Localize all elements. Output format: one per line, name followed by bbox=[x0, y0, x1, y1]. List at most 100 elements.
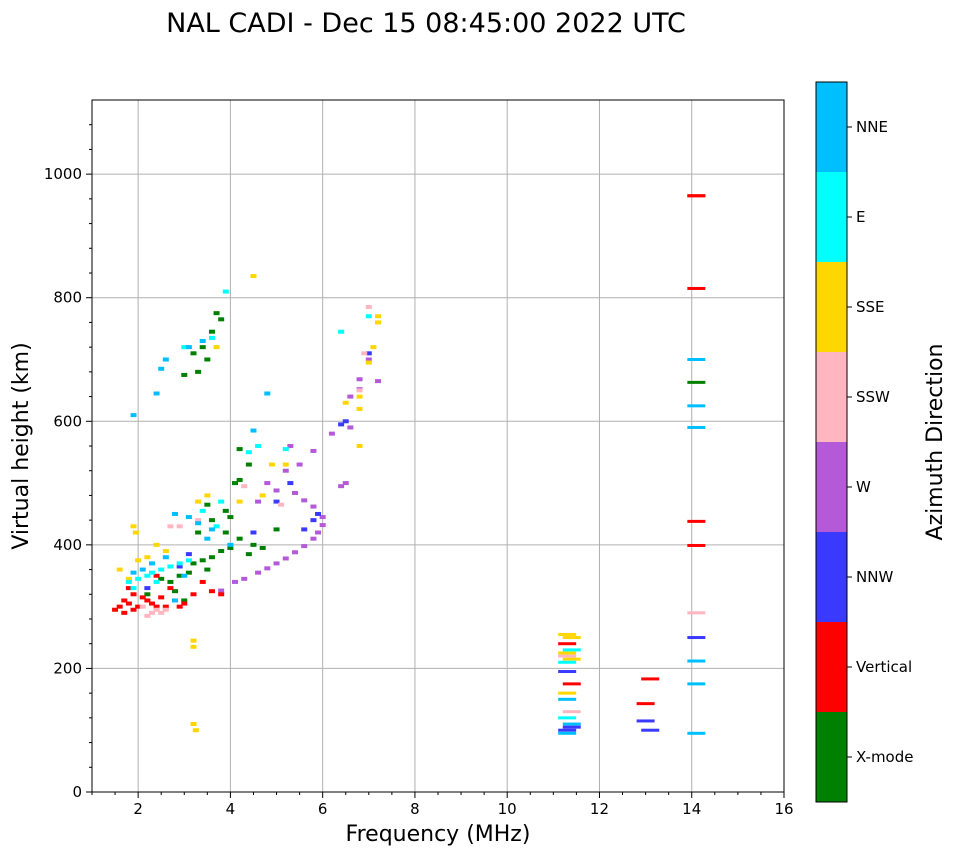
data-point bbox=[153, 607, 160, 612]
data-point bbox=[278, 502, 285, 507]
colorbar-tick-label: SSE bbox=[856, 298, 885, 316]
data-point bbox=[236, 499, 243, 504]
data-point bbox=[273, 561, 280, 566]
data-point bbox=[144, 555, 151, 560]
data-point bbox=[167, 524, 174, 529]
data-point bbox=[562, 657, 581, 661]
data-point bbox=[116, 567, 123, 572]
data-point bbox=[148, 601, 155, 606]
data-point bbox=[199, 508, 206, 513]
data-point bbox=[250, 274, 257, 279]
data-point bbox=[264, 391, 271, 396]
data-point bbox=[162, 555, 169, 560]
data-point bbox=[241, 576, 248, 581]
x-tick-label: 6 bbox=[318, 800, 328, 818]
x-tick-label: 4 bbox=[226, 800, 236, 818]
data-point bbox=[167, 579, 174, 584]
grid-lines bbox=[92, 100, 785, 792]
data-point bbox=[315, 530, 322, 535]
data-point bbox=[153, 573, 160, 578]
data-point bbox=[148, 561, 155, 566]
data-point bbox=[204, 502, 211, 507]
data-point bbox=[365, 304, 372, 309]
x-tick-label: 16 bbox=[774, 800, 793, 818]
colorbar-swatch bbox=[816, 532, 847, 622]
data-point bbox=[232, 579, 239, 584]
data-point bbox=[218, 592, 225, 597]
data-point bbox=[195, 499, 202, 504]
data-point bbox=[139, 567, 146, 572]
data-point bbox=[236, 536, 243, 541]
data-point bbox=[338, 484, 345, 489]
data-point bbox=[687, 358, 706, 361]
data-point bbox=[190, 722, 197, 727]
data-point bbox=[687, 425, 706, 429]
y-tick-label: 800 bbox=[53, 289, 82, 307]
data-point bbox=[195, 518, 202, 523]
data-point bbox=[192, 728, 199, 733]
data-point bbox=[342, 400, 349, 405]
y-tick-label: 200 bbox=[53, 659, 82, 677]
data-point bbox=[218, 499, 225, 504]
data-point bbox=[162, 604, 169, 609]
colorbar-tick-label: NNE bbox=[856, 118, 888, 136]
data-point bbox=[558, 731, 577, 735]
data-point bbox=[218, 588, 225, 593]
data-point bbox=[310, 504, 317, 509]
data-point bbox=[139, 595, 146, 600]
data-point bbox=[558, 632, 577, 636]
data-point bbox=[562, 722, 581, 726]
colorbar-frame bbox=[815, 81, 848, 803]
data-point bbox=[268, 462, 275, 467]
colorbar-tick-label: E bbox=[856, 208, 865, 226]
data-point bbox=[558, 691, 577, 695]
colorbar-tick-label: W bbox=[856, 478, 871, 496]
data-point bbox=[195, 521, 202, 526]
data-point bbox=[287, 444, 294, 448]
data-point bbox=[185, 345, 192, 350]
data-point bbox=[636, 719, 655, 723]
data-point bbox=[208, 555, 215, 560]
data-point bbox=[365, 351, 372, 356]
colorbar-tick-label: SSW bbox=[856, 388, 890, 406]
y-tick-label: 0 bbox=[72, 783, 82, 801]
data-point bbox=[218, 317, 225, 322]
data-point bbox=[130, 524, 137, 529]
data-point bbox=[356, 444, 363, 448]
data-point bbox=[190, 592, 197, 597]
data-point bbox=[158, 567, 165, 572]
data-point bbox=[139, 604, 146, 609]
data-point bbox=[558, 716, 577, 720]
data-point bbox=[190, 644, 197, 649]
data-point bbox=[273, 527, 280, 532]
data-point bbox=[375, 314, 382, 319]
data-point bbox=[241, 484, 248, 489]
data-point bbox=[132, 530, 139, 535]
data-point bbox=[245, 462, 252, 467]
data-point bbox=[365, 360, 372, 365]
data-point bbox=[291, 550, 298, 555]
data-point bbox=[255, 570, 262, 575]
data-point bbox=[264, 481, 271, 486]
data-point bbox=[641, 728, 660, 732]
data-point bbox=[181, 601, 188, 606]
data-point bbox=[158, 595, 165, 600]
data-point bbox=[687, 404, 706, 408]
data-point bbox=[356, 388, 363, 393]
data-point bbox=[245, 450, 252, 455]
data-point bbox=[144, 592, 151, 597]
colorbar-swatch bbox=[816, 82, 847, 172]
data-point bbox=[558, 670, 577, 674]
data-point bbox=[213, 524, 220, 529]
data-point bbox=[365, 357, 372, 362]
data-point bbox=[199, 338, 206, 343]
data-point bbox=[153, 391, 160, 396]
colorbar-swatch bbox=[816, 352, 847, 442]
y-tick-label: 600 bbox=[53, 412, 82, 430]
data-point bbox=[158, 610, 165, 615]
data-point bbox=[236, 477, 243, 482]
data-point bbox=[144, 613, 151, 618]
x-tick-label: 10 bbox=[498, 800, 517, 818]
x-tick-label: 14 bbox=[682, 800, 701, 818]
data-point bbox=[153, 542, 160, 547]
